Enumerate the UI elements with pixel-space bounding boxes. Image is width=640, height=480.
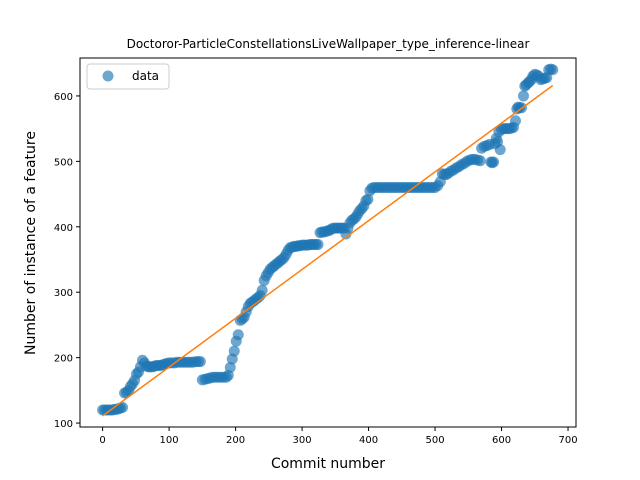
chart-title: Doctoror-ParticleConstellationsLiveWallp… bbox=[127, 37, 530, 51]
data-point bbox=[474, 155, 486, 167]
data-point bbox=[494, 144, 506, 156]
data-point bbox=[509, 115, 521, 127]
legend-marker bbox=[102, 70, 114, 82]
data-point bbox=[312, 238, 324, 250]
x-axis-label: Commit number bbox=[271, 456, 385, 472]
fit-line bbox=[102, 84, 554, 417]
y-axis-label: Number of instance of a feature bbox=[23, 131, 39, 355]
legend-label-data: data bbox=[132, 69, 159, 83]
data-point bbox=[256, 284, 268, 296]
y-tick-label: 500 bbox=[54, 157, 73, 168]
x-tick-label: 600 bbox=[492, 435, 511, 446]
data-point bbox=[547, 64, 559, 76]
x-tick-label: 0 bbox=[99, 435, 105, 446]
y-tick-label: 200 bbox=[54, 354, 73, 365]
x-tick-label: 300 bbox=[293, 435, 312, 446]
y-tick-label: 400 bbox=[54, 223, 73, 234]
axis-ticks: 0 100 200 300 400 500 600 700 100 200 300 400 500 600 bbox=[54, 92, 578, 446]
y-tick-label: 300 bbox=[54, 288, 73, 299]
data-point bbox=[228, 345, 240, 357]
data-point bbox=[224, 361, 236, 373]
data-point bbox=[194, 356, 206, 368]
x-tick-label: 100 bbox=[160, 435, 179, 446]
x-tick-label: 700 bbox=[558, 435, 577, 446]
y-tick-label: 600 bbox=[54, 92, 73, 103]
plot-frame bbox=[79, 57, 577, 428]
legend-box bbox=[86, 63, 170, 90]
data-point bbox=[517, 90, 529, 102]
x-tick-label: 200 bbox=[226, 435, 245, 446]
x-tick-label: 400 bbox=[359, 435, 378, 446]
data-point bbox=[362, 193, 374, 205]
plot-area bbox=[97, 63, 559, 417]
y-tick-label: 100 bbox=[54, 419, 73, 430]
data-point bbox=[232, 329, 244, 341]
legend: data bbox=[86, 63, 170, 90]
x-tick-label: 500 bbox=[425, 435, 444, 446]
data-point bbox=[117, 401, 129, 413]
data-point bbox=[488, 156, 500, 168]
